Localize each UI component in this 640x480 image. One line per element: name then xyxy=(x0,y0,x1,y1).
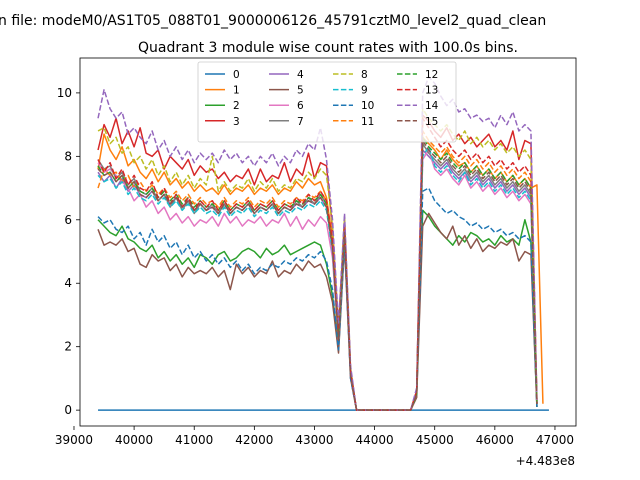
chart-title: Quadrant 3 module wise count rates with … xyxy=(138,40,518,56)
legend-label-2: 2 xyxy=(233,100,240,112)
series-line-3 xyxy=(97,114,538,411)
x-tick-label-45000: 45000 xyxy=(416,433,454,447)
x-tick-label-46000: 46000 xyxy=(476,433,514,447)
series-line-5 xyxy=(97,212,538,411)
x-tick-label-47000: 47000 xyxy=(536,433,574,447)
series-line-10 xyxy=(97,187,538,411)
x-tick-label-39000: 39000 xyxy=(55,433,93,447)
legend-label-15: 15 xyxy=(425,116,438,128)
series-line-15 xyxy=(97,139,538,411)
y-tick-label-6: 6 xyxy=(64,213,72,227)
axes-layer: 39000 40000 41000 42000 43000 44000 45000 46000… xyxy=(55,57,577,447)
legend-label-14: 14 xyxy=(425,100,439,112)
series-line-9 xyxy=(97,146,538,411)
legend-label-12: 12 xyxy=(425,69,438,81)
series-line-6 xyxy=(97,149,538,411)
legend-label-13: 13 xyxy=(425,85,438,97)
series-layer xyxy=(97,76,549,411)
legend-label-0: 0 xyxy=(233,69,240,81)
y-tick-label-2: 2 xyxy=(64,340,72,354)
x-offset-label: +4.483e8 xyxy=(516,454,575,468)
axes-frame xyxy=(79,57,577,427)
legend-label-3: 3 xyxy=(233,116,240,128)
x-tick-label-40000: 40000 xyxy=(115,433,153,447)
x-tick-label-43000: 43000 xyxy=(295,433,333,447)
series-line-2 xyxy=(97,209,538,411)
legend-label-6: 6 xyxy=(297,100,304,112)
legend-label-11: 11 xyxy=(361,116,374,128)
file-title: n file: modeM0/AS1T05_088T01_9000006126_… xyxy=(0,13,546,29)
legend-box xyxy=(197,61,457,143)
legend-label-4: 4 xyxy=(297,69,304,81)
legend-label-8: 8 xyxy=(361,69,368,81)
series-line-11 xyxy=(97,130,538,411)
series-line-12 xyxy=(97,136,538,411)
x-tick-label-41000: 41000 xyxy=(175,433,213,447)
series-line-7 xyxy=(97,142,538,411)
y-tick-label-8: 8 xyxy=(64,149,72,163)
y-tick-label-10: 10 xyxy=(57,86,72,100)
y-tick-label-0: 0 xyxy=(64,403,72,417)
legend-label-9: 9 xyxy=(361,85,368,97)
legend-label-1: 1 xyxy=(233,85,240,97)
legend-label-7: 7 xyxy=(297,116,304,128)
legend-label-5: 5 xyxy=(297,85,304,97)
x-tick-label-42000: 42000 xyxy=(235,433,273,447)
y-tick-label-4: 4 xyxy=(64,276,72,290)
series-line-8 xyxy=(97,108,538,411)
legend-label-10: 10 xyxy=(361,100,374,112)
x-tick-label-44000: 44000 xyxy=(356,433,394,447)
